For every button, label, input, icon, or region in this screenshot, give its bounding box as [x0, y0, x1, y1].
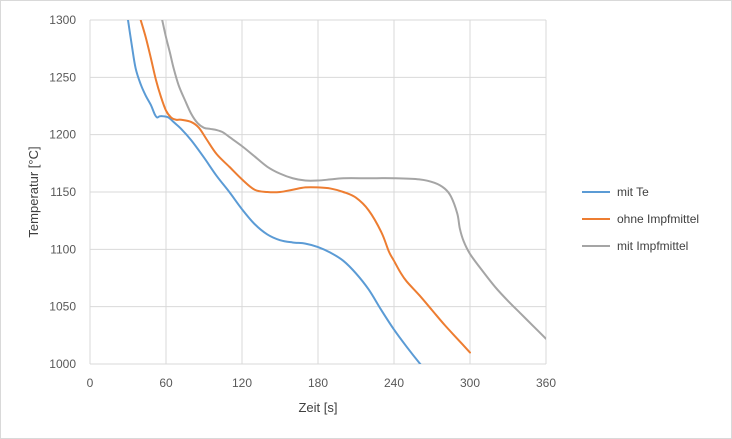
- x-tick-label: 240: [384, 376, 404, 390]
- y-tick-label: 1300: [49, 13, 76, 27]
- y-axis-title: Temperatur [°C]: [26, 146, 41, 237]
- legend-label-1: mit Te: [617, 185, 649, 199]
- x-axis-title: Zeit [s]: [298, 400, 337, 415]
- series-line-1: [127, 20, 422, 364]
- x-tick-label: 0: [87, 376, 94, 390]
- y-tick-label: 1250: [49, 70, 76, 84]
- y-tick-label: 1150: [50, 185, 76, 199]
- y-tick-label: 1100: [50, 242, 76, 256]
- x-tick-label: 60: [159, 376, 173, 390]
- legend: mit Te ohne Impfmittel mit Impfmittel: [582, 185, 699, 253]
- legend-label-2: ohne Impfmittel: [617, 212, 699, 226]
- legend-label-3: mit Impfmittel: [617, 239, 688, 253]
- x-tick-label: 360: [536, 376, 556, 390]
- series-layer: [127, 20, 546, 364]
- y-tick-labels: 1000 1050 1100 1150 1200 1250 1300: [49, 13, 76, 371]
- x-tick-label: 180: [308, 376, 328, 390]
- x-tick-labels: 0 60 120 180 240 300 360: [87, 376, 557, 390]
- y-tick-label: 1000: [49, 357, 76, 371]
- series-line-3: [161, 20, 546, 340]
- y-tick-label: 1200: [49, 128, 76, 142]
- x-tick-label: 120: [232, 376, 252, 390]
- y-tick-label: 1050: [49, 300, 76, 314]
- series-line-2: [139, 20, 471, 354]
- grid-layer: [89, 19, 547, 365]
- x-tick-label: 300: [460, 376, 480, 390]
